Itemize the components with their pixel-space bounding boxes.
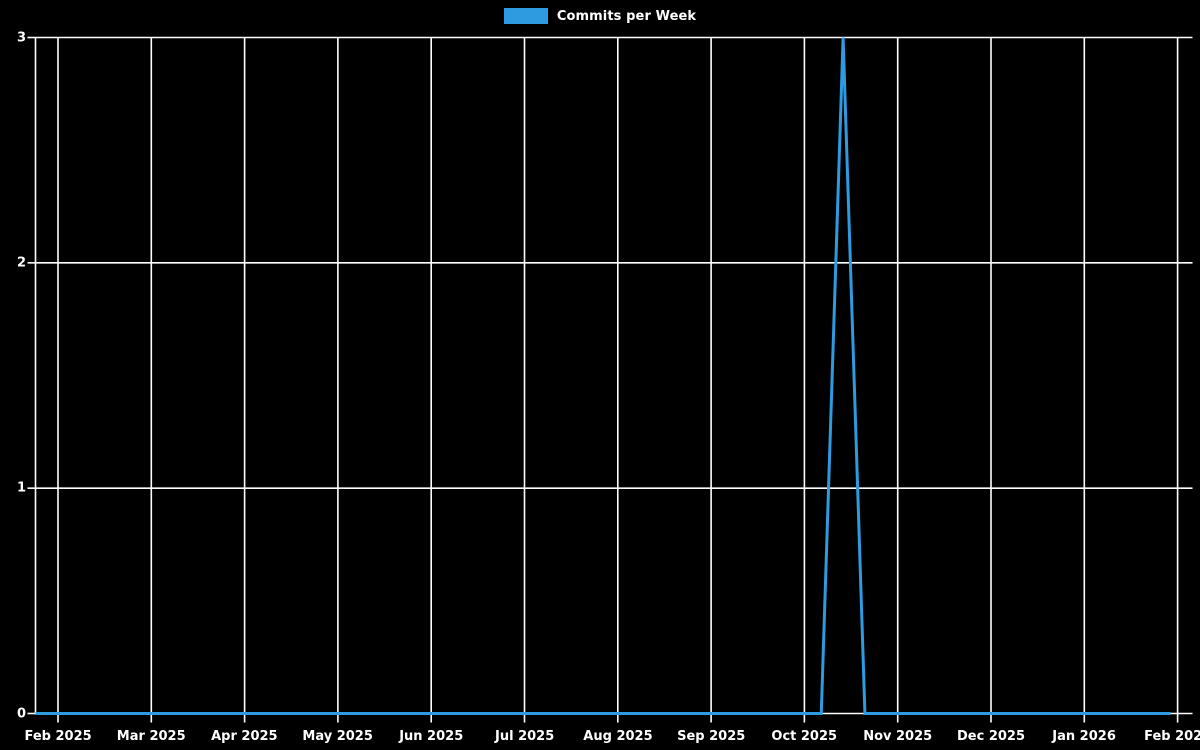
y-tick-label: 3 (16, 30, 26, 45)
x-tick-label: Apr 2025 (211, 729, 278, 744)
horizontal-gridlines (35, 36, 1193, 715)
chart-legend: Commits per Week (0, 0, 1200, 32)
x-tick-label: Jun 2025 (399, 729, 464, 744)
x-tick-label: Sep 2025 (677, 729, 746, 744)
legend-label-commits-per-week: Commits per Week (556, 8, 697, 24)
x-tick-label: Jan 2026 (1052, 729, 1116, 744)
y-tick-label: 1 (16, 480, 26, 496)
x-tick-label: Feb 2026 (1144, 729, 1200, 744)
x-tick-label: Aug 2025 (583, 729, 653, 744)
y-axis-ticks (27, 36, 36, 715)
y-tick-label: 0 (16, 706, 26, 721)
x-tick-label: Dec 2025 (957, 729, 1026, 744)
vertical-gridlines (34, 37, 1179, 714)
x-tick-label: Jul 2025 (495, 729, 555, 744)
x-tick-label: Oct 2025 (771, 729, 838, 744)
x-tick-label: May 2025 (302, 729, 373, 744)
legend-swatch-commits-per-week (503, 8, 548, 24)
x-tick-label: Feb 2025 (24, 729, 92, 744)
y-tick-label: 2 (16, 255, 26, 271)
x-tick-label: Mar 2025 (116, 729, 186, 744)
series-line-commits-per-week (35, 37, 1171, 715)
x-tick-label: Nov 2025 (863, 729, 933, 744)
